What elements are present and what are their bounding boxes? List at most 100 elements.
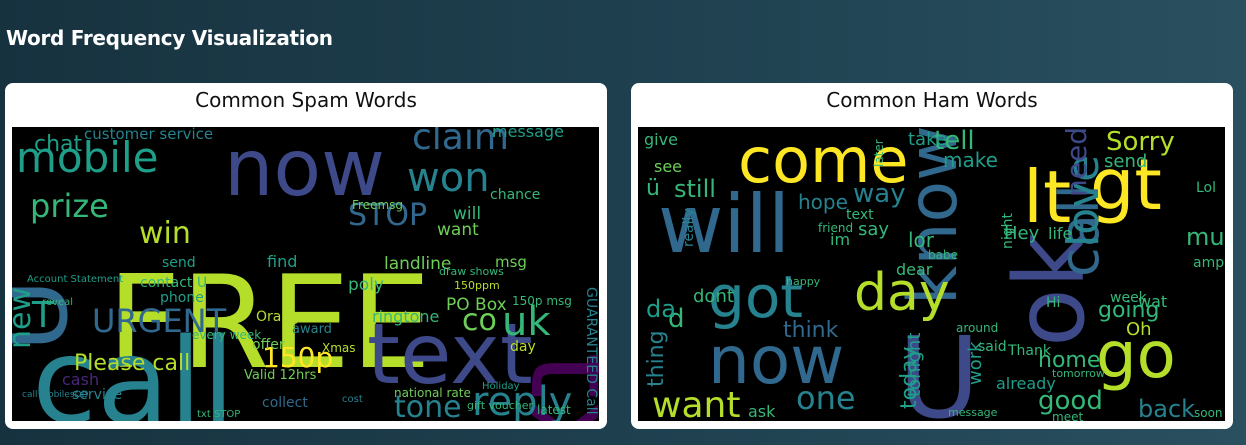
ham-word: home bbox=[1038, 348, 1100, 373]
spam-word: msg bbox=[495, 253, 527, 271]
spam-word: won bbox=[407, 155, 490, 201]
ham-word: much bbox=[1186, 223, 1225, 251]
ham-word: babe bbox=[928, 248, 958, 262]
ham-word: ask bbox=[748, 402, 776, 421]
spam-word: chat bbox=[34, 132, 83, 157]
spam-word: poly bbox=[348, 275, 384, 295]
spam-word: phone bbox=[160, 290, 204, 306]
spam-word: Orange bbox=[256, 309, 308, 325]
ham-word: come bbox=[738, 127, 909, 197]
spam-word: prize bbox=[30, 187, 109, 225]
ham-word: one bbox=[796, 379, 856, 417]
spam-word: customer service bbox=[84, 127, 213, 143]
section-title: Word Frequency Visualization bbox=[6, 26, 333, 50]
spam-word: call MobilesDD bbox=[22, 390, 88, 400]
spam-word: txt bbox=[503, 352, 599, 421]
ham-word: later bbox=[872, 139, 886, 167]
spam-word: latest bbox=[537, 403, 571, 417]
spam-word: message bbox=[492, 127, 564, 141]
ham-word: week bbox=[1110, 290, 1148, 306]
ham-word: give bbox=[644, 130, 678, 149]
spam-word: GUARANTEED Call bbox=[583, 287, 599, 415]
ham-word: way bbox=[853, 179, 906, 209]
ham-word: time bbox=[1215, 302, 1225, 419]
spam-word: new bbox=[12, 287, 38, 349]
ham-word: love bbox=[1058, 155, 1109, 247]
ham-word: take bbox=[908, 129, 947, 150]
spam-word: service bbox=[72, 387, 122, 403]
ham-word: Oh bbox=[1126, 319, 1152, 340]
ham-word: d bbox=[668, 304, 685, 334]
spam-word: reply bbox=[472, 379, 572, 421]
spam-word: Xmas bbox=[322, 341, 356, 355]
ham-word: go bbox=[1096, 319, 1176, 393]
spam-word: text bbox=[367, 305, 533, 403]
spam-word: want bbox=[437, 220, 479, 240]
spam-word: chance bbox=[490, 187, 540, 203]
ham-word: hope bbox=[798, 190, 848, 214]
ham-word: think bbox=[783, 318, 839, 343]
spam-word: national rate bbox=[394, 386, 471, 400]
ham-word: still bbox=[674, 175, 716, 203]
ham-word: dear bbox=[896, 260, 933, 279]
spam-word: 150ppm bbox=[454, 279, 500, 292]
ham-word: going bbox=[1098, 298, 1159, 323]
ham-word: happy bbox=[786, 275, 821, 288]
spam-word: send bbox=[162, 255, 196, 271]
spam-word: will bbox=[453, 204, 481, 224]
spam-word: contact U bbox=[140, 275, 207, 291]
ham-word: da bbox=[646, 295, 676, 323]
spam-word: mobile bbox=[16, 133, 158, 182]
spam-word: find bbox=[267, 252, 297, 271]
ham-word: around bbox=[956, 321, 998, 335]
ham-word: life bbox=[1048, 224, 1072, 243]
spam-word: landline bbox=[384, 254, 451, 274]
spam-word: Please call bbox=[74, 351, 190, 376]
spam-word: offer bbox=[252, 337, 285, 353]
ham-word: got bbox=[708, 263, 803, 331]
ham-word: back bbox=[1138, 395, 1195, 421]
spam-word: reveal bbox=[42, 297, 73, 308]
spam-word: now bbox=[224, 127, 385, 214]
ham-word: lor bbox=[908, 228, 935, 252]
spam-word: co bbox=[462, 303, 497, 338]
spam-word: day bbox=[510, 339, 536, 355]
ham-word: gt bbox=[1090, 144, 1162, 226]
ham-word: meet bbox=[1052, 410, 1083, 421]
ham-word: Hi bbox=[1046, 295, 1060, 311]
ham-word: today bbox=[897, 346, 922, 409]
ham-word: Lol bbox=[1196, 180, 1216, 196]
ham-word: Sorry bbox=[1106, 127, 1175, 157]
spam-word: PO Box bbox=[446, 295, 507, 315]
spam-word: 150p bbox=[262, 341, 333, 374]
ham-word: im bbox=[830, 230, 850, 249]
ham-word: make bbox=[943, 148, 998, 172]
spam-word: U bbox=[12, 279, 90, 352]
ham-word: really bbox=[681, 208, 697, 247]
ham-word: ok bbox=[994, 232, 1106, 347]
spam-word: txt STOP bbox=[197, 409, 240, 420]
spam-word: 150p msg bbox=[512, 294, 572, 308]
spam-word: gift voucher bbox=[467, 399, 534, 412]
ham-word: said bbox=[978, 339, 1007, 355]
spam-word: FREE bbox=[107, 249, 431, 398]
ham-card-title: Common Ham Words bbox=[826, 88, 1038, 112]
spam-word: URGENT bbox=[92, 302, 227, 340]
spam-word: award bbox=[292, 322, 332, 337]
spam-word: tone bbox=[394, 390, 462, 421]
spam-word: STOP bbox=[348, 198, 427, 233]
ham-word: soon bbox=[1194, 406, 1223, 420]
ham-word: wat bbox=[1138, 292, 1167, 311]
spam-word: claim bbox=[412, 127, 509, 158]
ham-word: tomorrow bbox=[1052, 367, 1105, 380]
ham-word: tell bbox=[934, 127, 975, 156]
ham-word: say bbox=[858, 219, 889, 240]
spam-word: draw shows bbox=[439, 265, 504, 278]
ham-word: message bbox=[948, 406, 998, 419]
spam-word: win bbox=[139, 216, 191, 251]
spam-word: Valid 12hrs bbox=[244, 368, 317, 383]
